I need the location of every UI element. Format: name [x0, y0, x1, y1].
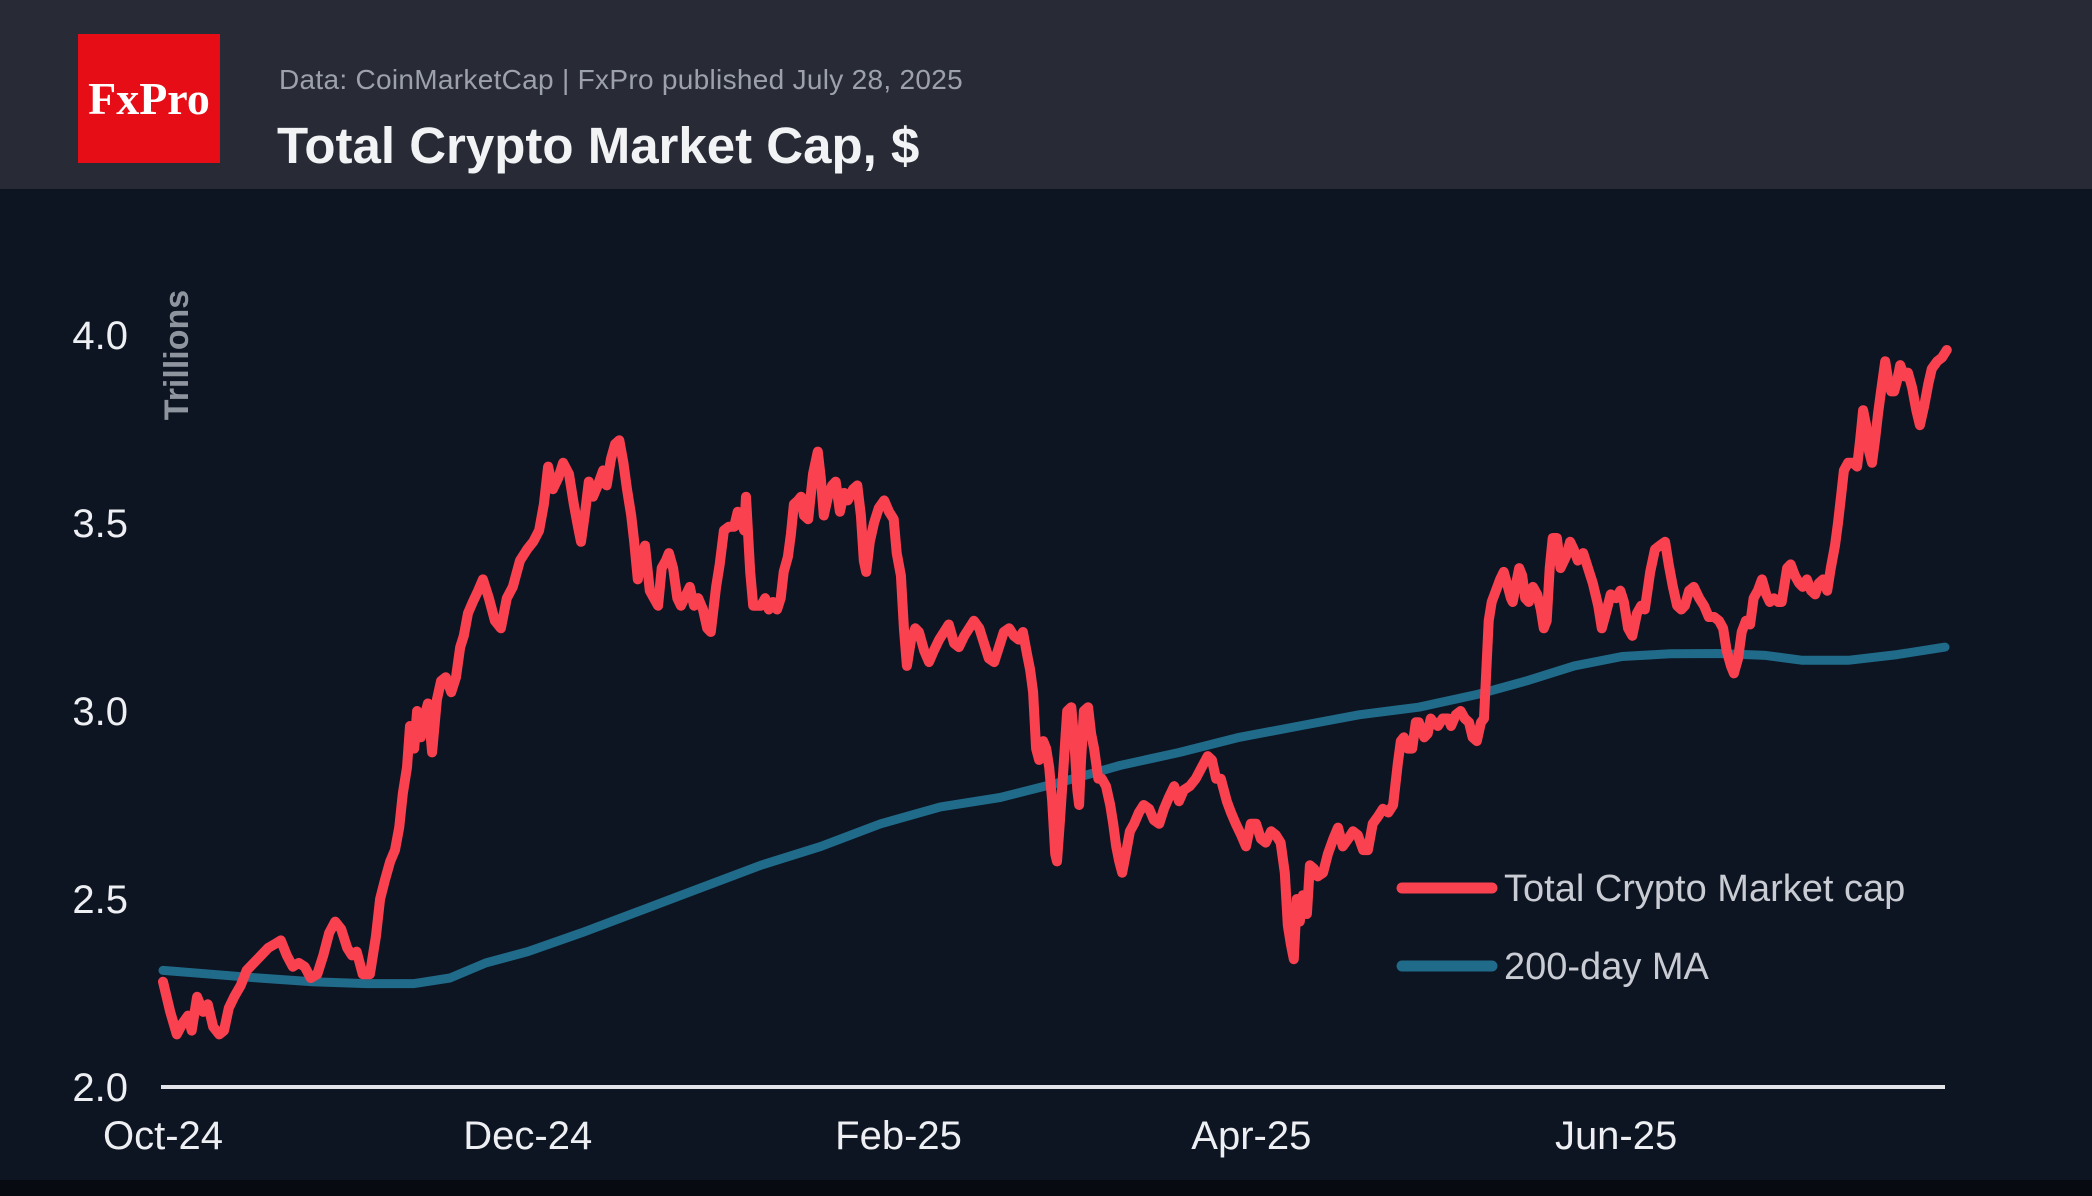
y-tick-label: 3.5 — [72, 502, 128, 546]
page-title: Total Crypto Market Cap, $ — [277, 117, 920, 174]
source-line: Data: CoinMarketCap | FxPro published Ju… — [279, 64, 964, 95]
y-tick-label: 4.0 — [72, 314, 128, 358]
x-tick-label: Oct-24 — [103, 1114, 223, 1158]
x-tick-label: Jun-25 — [1555, 1114, 1677, 1158]
x-tick-label: Apr-25 — [1191, 1114, 1311, 1158]
market-cap-chart: 2.0 2.5 3.0 3.5 4.0 Trillions Oct-24 Dec-24 Feb-… — [72, 290, 1952, 1158]
x-tick-label: Feb-25 — [835, 1114, 962, 1158]
series-market_cap-line — [158, 345, 1952, 1040]
x-tick-label: Dec-24 — [463, 1114, 592, 1158]
fxpro-logo: FxPro — [78, 34, 220, 163]
footer-strip — [0, 1180, 2092, 1196]
y-axis-title: Trillions — [158, 290, 196, 420]
y-tick-label: 2.0 — [72, 1066, 128, 1110]
legend-label-0: Total Crypto Market cap — [1504, 868, 1905, 910]
legend-label-1: 200-day MA — [1504, 946, 1710, 988]
chart-area: 2.0 2.5 3.0 3.5 4.0 Trillions Oct-24 Dec-24 Feb-… — [0, 189, 2092, 1180]
logo-text: FxPro — [88, 73, 210, 124]
y-tick-label: 3.0 — [72, 690, 128, 734]
y-tick-label: 2.5 — [72, 878, 128, 922]
header-bar: FxPro Data: CoinMarketCap | FxPro publis… — [0, 0, 2092, 189]
